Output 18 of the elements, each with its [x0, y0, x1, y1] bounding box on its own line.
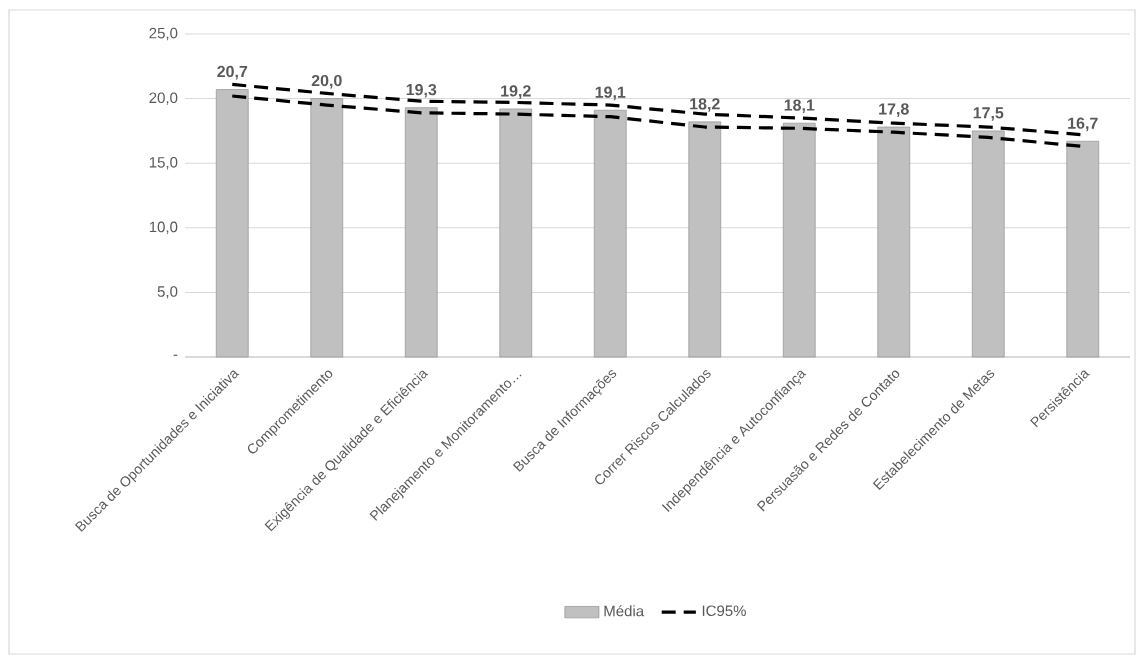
y-tick-label: 25,0 — [149, 27, 178, 41]
data-label: 19,1 — [595, 86, 626, 101]
data-label: 20,0 — [311, 74, 342, 89]
data-label: 18,2 — [690, 98, 720, 112]
legend-label: Média — [604, 605, 645, 617]
y-tick-label: 5,0 — [157, 286, 178, 299]
data-label: 18,1 — [784, 99, 815, 114]
data-label: 19,3 — [406, 83, 437, 98]
legend-label: IC95% — [702, 605, 746, 617]
data-label: 16,7 — [1068, 117, 1098, 132]
y-tick-label: 10,0 — [149, 221, 178, 234]
data-label: 17,8 — [879, 103, 909, 117]
data-label: 19,2 — [501, 85, 531, 99]
y-tick-label: - — [173, 354, 178, 356]
data-label: 17,5 — [973, 107, 1004, 121]
data-label: 20,7 — [217, 65, 248, 80]
y-tick-label: 20,0 — [149, 92, 178, 105]
y-tick-label: 15,0 — [149, 157, 178, 170]
